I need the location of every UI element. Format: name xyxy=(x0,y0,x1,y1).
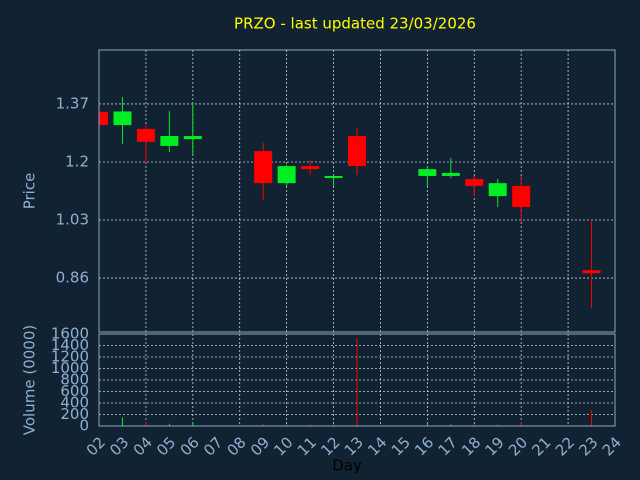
candle-body xyxy=(136,128,155,142)
y-tick-label: 1200 xyxy=(51,348,89,366)
y-tick-label: 0.86 xyxy=(56,269,89,287)
candle-body xyxy=(277,166,296,184)
y-tick-label: 600 xyxy=(60,382,89,400)
candle-body xyxy=(488,183,507,197)
y-tick-label: 1.37 xyxy=(56,94,89,112)
candle-body xyxy=(183,136,202,140)
candle-body xyxy=(348,136,366,167)
y-tick-label: 1.03 xyxy=(56,211,89,229)
y-tick-label: 0 xyxy=(79,417,89,435)
y-tick-label: 1000 xyxy=(51,359,89,377)
candle-body xyxy=(324,175,343,178)
y-tick-label: 200 xyxy=(60,405,89,423)
y-tick-label: 400 xyxy=(60,394,89,412)
candle-body xyxy=(301,166,320,170)
volume-frame xyxy=(98,333,616,427)
candle-body xyxy=(512,185,531,208)
volume-plot xyxy=(99,334,615,426)
candle-body xyxy=(99,111,108,126)
y-tick-label: 1400 xyxy=(51,336,89,354)
candle-body xyxy=(254,151,273,184)
candle-body xyxy=(160,136,179,146)
candle-body xyxy=(582,270,601,274)
candle-body xyxy=(465,179,484,186)
price-plot xyxy=(99,50,615,332)
x-axis-label: Day xyxy=(332,457,362,475)
candle-body xyxy=(441,172,460,176)
candle-body xyxy=(418,169,437,176)
chart-title: PRZO - last updated 23/03/2026 xyxy=(234,15,476,33)
y-tick-label: 1.2 xyxy=(65,152,89,170)
candle-body xyxy=(113,111,132,126)
y-tick-label: 800 xyxy=(60,371,89,389)
y-axis-label: Volume (0000) xyxy=(21,325,39,435)
y-tick-label: 1600 xyxy=(51,325,89,343)
price-frame xyxy=(98,49,616,333)
y-axis-label: Price xyxy=(21,173,39,210)
